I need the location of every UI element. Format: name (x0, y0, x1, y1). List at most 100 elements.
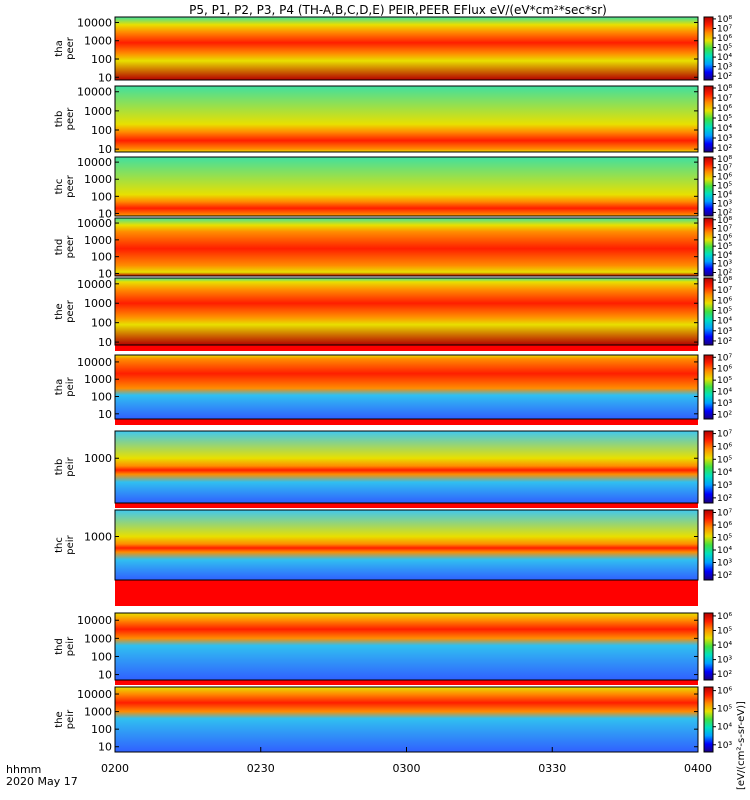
y-tick-label: 10 (98, 669, 112, 682)
y-tick-label: 10000 (77, 688, 112, 701)
colorbar-tick-label: 10⁵ (717, 455, 732, 465)
colorbar-tick-label: 10³ (717, 559, 732, 569)
colorbar-tick-label: 10⁶ (717, 233, 732, 243)
colorbar-thd-peir (703, 612, 714, 681)
y-tick-label: 10000 (77, 278, 112, 291)
colorbar-tick-label: 10⁶ (717, 104, 732, 114)
colorbar-tick-label: 10⁷ (717, 430, 732, 440)
y-tick-label: 100 (91, 650, 112, 663)
colorbar-tick-label: 10⁶ (717, 296, 732, 306)
colorbar-tick-label: 10⁷ (717, 353, 732, 363)
spectrogram-thd-peir (115, 613, 698, 680)
spectrogram-tha-peir (115, 355, 698, 419)
colorbar-tick-label: 10⁵ (717, 376, 732, 386)
panel-frame (114, 509, 699, 581)
colorbar-tick-label: 10⁶ (717, 612, 732, 622)
panel-frame (114, 277, 699, 346)
colorbar-tick-label: 10³ (717, 399, 732, 409)
panel-tha-peer: thapeer 10 100 1000 10000 10²10³10⁴10⁵10⁶10⁷1… (54, 15, 732, 84)
colorbar-thd-peer (703, 217, 714, 277)
y-tick-label: 10 (98, 336, 112, 349)
date-label: 2020 May 17 (6, 775, 78, 788)
colorbar-tick-label: 10⁴ (717, 723, 732, 733)
data-gap-band (115, 580, 698, 606)
colorbar-thb-peir (703, 430, 714, 504)
y-tick-label: 100 (91, 391, 112, 404)
probe-label: thc (54, 179, 65, 195)
y-tick-label: 100 (91, 317, 112, 330)
colorbar-tick-label: 10⁷ (717, 286, 732, 296)
colorbar-tick-label: 10³ (717, 481, 732, 491)
colorbar-tick-label: 10⁷ (717, 164, 732, 174)
y-tick-label: 1000 (84, 373, 112, 386)
y-tick-label: 100 (91, 53, 112, 66)
y-tick-label: 10000 (77, 356, 112, 369)
y-tick-label: 10 (98, 143, 112, 156)
data-gap-band (115, 345, 698, 351)
panel-frame (114, 85, 699, 153)
panel-thb-peir: thbpeir 1000 10² 10³ 10⁴ 10⁵ 10⁶ 10⁷ (54, 430, 732, 504)
y-tick-label: 1000 (84, 173, 112, 186)
colorbar-tick-label: 10² (717, 208, 732, 218)
colorbar-tick-label: 10⁴ (717, 124, 732, 134)
species-label: peir (65, 709, 76, 729)
colorbar-tick-label: 10⁸ (717, 15, 732, 25)
probe-label: tha (54, 40, 65, 56)
colorbar-thc-peir (703, 509, 714, 581)
colorbar-tick-label: 10² (717, 337, 732, 347)
y-tick-label: 1000 (84, 35, 112, 48)
colorbar-tick-label: 10⁴ (717, 317, 732, 327)
colorbar-tick-label: 10⁴ (717, 468, 732, 478)
y-tick-label: 10000 (77, 16, 112, 29)
colorbar-tick-label: 10³ (717, 656, 732, 666)
colorbar-tick-label: 10⁷ (717, 225, 732, 235)
colorbar-tick-label: 10⁴ (717, 53, 732, 63)
panel-thc-peer: thcpeer 10 100 1000 10000 10²10³10⁴10⁵10⁶10⁷1… (54, 155, 732, 221)
panel-frame (114, 156, 699, 217)
panel-frame (114, 430, 699, 504)
y-tick-label: 100 (91, 124, 112, 137)
colorbar-tick-label: 10⁴ (717, 251, 732, 261)
panel-frame (114, 217, 699, 277)
colorbar-tick-label: 10⁴ (717, 388, 732, 398)
colorbar-the-peir (703, 686, 714, 753)
data-gap-band (115, 680, 698, 685)
y-tick-label: 10 (98, 741, 112, 754)
spectrogram-thb-peir (115, 431, 698, 503)
spectrogram-thd-peer (115, 218, 698, 276)
panel-label: thcpeer (54, 174, 76, 198)
colorbar-tick-label: 10⁵ (717, 114, 732, 124)
data-gap-band (115, 419, 698, 425)
colorbar-tick-label: 10⁸ (717, 84, 732, 94)
colorbar-tick-label: 10⁵ (717, 44, 732, 54)
colorbar-tick-label: 10⁷ (717, 24, 732, 34)
x-tick-label: 0330 (538, 762, 566, 775)
y-tick-label: 10 (98, 408, 112, 421)
colorbar-thc-peer (703, 156, 714, 217)
colorbar-tick-label: 10² (717, 72, 732, 82)
y-tick-label: 10000 (77, 217, 112, 230)
colorbar-tick-label: 10³ (717, 741, 732, 751)
panels-group: thapeer1010010001000010²10³10⁴10⁵10⁶10⁷1… (54, 15, 732, 754)
y-tick-label: 10 (98, 71, 112, 84)
colorbar-the-peer (703, 277, 714, 346)
y-tick-label: 10000 (77, 86, 112, 99)
y-tick-label: 1000 (84, 105, 112, 118)
colorbar-tick-label: 10³ (717, 327, 732, 337)
spectrogram-the-peir (115, 687, 698, 752)
spectrogram-tha-peer (115, 17, 698, 80)
x-tick-label: 0230 (247, 762, 275, 775)
colorbar-tick-label: 10³ (717, 134, 732, 144)
x-tick-label: 0300 (393, 762, 421, 775)
figure-title: P5, P1, P2, P3, P4 (TH-A,B,C,D,E) PEIR,P… (189, 3, 607, 17)
colorbar-tick-label: 10⁵ (717, 705, 732, 715)
colorbar-tick-label: 10² (717, 410, 732, 420)
species-label: peer (65, 107, 76, 131)
y-tick-label: 1000 (84, 297, 112, 310)
y-tick-label: 1000 (84, 452, 112, 465)
colorbar-tick-label: 10² (717, 571, 732, 581)
panel-frame (114, 354, 699, 420)
probe-label: the (54, 303, 65, 319)
